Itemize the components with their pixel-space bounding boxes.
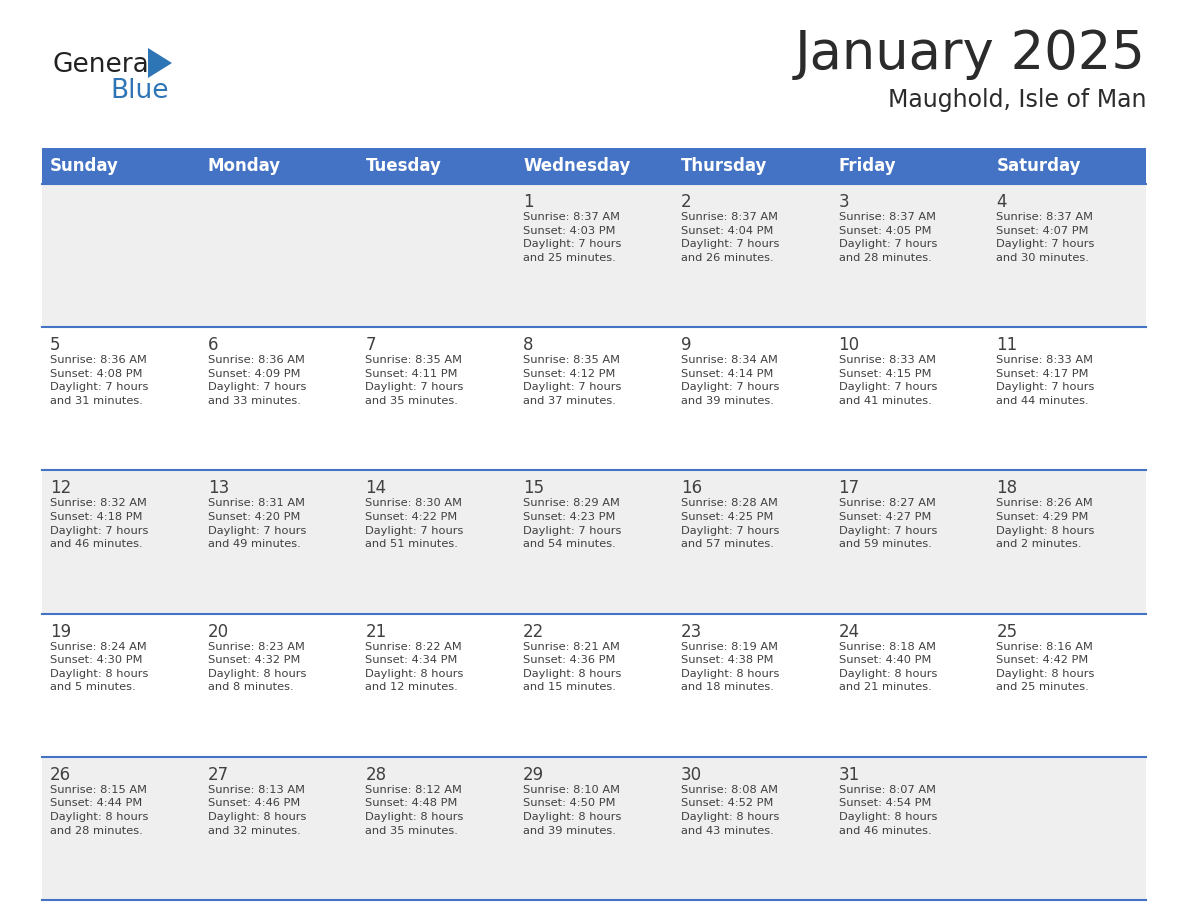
Text: Sunrise: 8:30 AM
Sunset: 4:22 PM
Daylight: 7 hours
and 51 minutes.: Sunrise: 8:30 AM Sunset: 4:22 PM Dayligh… bbox=[366, 498, 463, 549]
Text: 20: 20 bbox=[208, 622, 229, 641]
Text: Sunrise: 8:37 AM
Sunset: 4:03 PM
Daylight: 7 hours
and 25 minutes.: Sunrise: 8:37 AM Sunset: 4:03 PM Dayligh… bbox=[523, 212, 621, 263]
Text: 26: 26 bbox=[50, 766, 71, 784]
Polygon shape bbox=[148, 48, 172, 78]
Text: Sunrise: 8:13 AM
Sunset: 4:46 PM
Daylight: 8 hours
and 32 minutes.: Sunrise: 8:13 AM Sunset: 4:46 PM Dayligh… bbox=[208, 785, 307, 835]
Text: 23: 23 bbox=[681, 622, 702, 641]
Text: 12: 12 bbox=[50, 479, 71, 498]
Text: 25: 25 bbox=[997, 622, 1017, 641]
Text: 27: 27 bbox=[208, 766, 229, 784]
Text: Sunrise: 8:37 AM
Sunset: 4:05 PM
Daylight: 7 hours
and 28 minutes.: Sunrise: 8:37 AM Sunset: 4:05 PM Dayligh… bbox=[839, 212, 937, 263]
Text: 9: 9 bbox=[681, 336, 691, 354]
Text: Thursday: Thursday bbox=[681, 157, 767, 175]
Text: Sunrise: 8:10 AM
Sunset: 4:50 PM
Daylight: 8 hours
and 39 minutes.: Sunrise: 8:10 AM Sunset: 4:50 PM Dayligh… bbox=[523, 785, 621, 835]
Text: 11: 11 bbox=[997, 336, 1018, 354]
Text: Sunrise: 8:27 AM
Sunset: 4:27 PM
Daylight: 7 hours
and 59 minutes.: Sunrise: 8:27 AM Sunset: 4:27 PM Dayligh… bbox=[839, 498, 937, 549]
Text: 21: 21 bbox=[366, 622, 386, 641]
Text: Sunrise: 8:08 AM
Sunset: 4:52 PM
Daylight: 8 hours
and 43 minutes.: Sunrise: 8:08 AM Sunset: 4:52 PM Dayligh… bbox=[681, 785, 779, 835]
Text: 6: 6 bbox=[208, 336, 219, 354]
Text: Sunrise: 8:22 AM
Sunset: 4:34 PM
Daylight: 8 hours
and 12 minutes.: Sunrise: 8:22 AM Sunset: 4:34 PM Dayligh… bbox=[366, 642, 463, 692]
Text: Maughold, Isle of Man: Maughold, Isle of Man bbox=[887, 88, 1146, 112]
Text: 5: 5 bbox=[50, 336, 61, 354]
Text: 30: 30 bbox=[681, 766, 702, 784]
Text: Sunrise: 8:21 AM
Sunset: 4:36 PM
Daylight: 8 hours
and 15 minutes.: Sunrise: 8:21 AM Sunset: 4:36 PM Dayligh… bbox=[523, 642, 621, 692]
Text: 28: 28 bbox=[366, 766, 386, 784]
Bar bbox=[42, 756, 1146, 900]
Text: Sunrise: 8:35 AM
Sunset: 4:11 PM
Daylight: 7 hours
and 35 minutes.: Sunrise: 8:35 AM Sunset: 4:11 PM Dayligh… bbox=[366, 355, 463, 406]
Text: Sunrise: 8:23 AM
Sunset: 4:32 PM
Daylight: 8 hours
and 8 minutes.: Sunrise: 8:23 AM Sunset: 4:32 PM Dayligh… bbox=[208, 642, 307, 692]
Text: Sunrise: 8:37 AM
Sunset: 4:04 PM
Daylight: 7 hours
and 26 minutes.: Sunrise: 8:37 AM Sunset: 4:04 PM Dayligh… bbox=[681, 212, 779, 263]
Text: Sunrise: 8:16 AM
Sunset: 4:42 PM
Daylight: 8 hours
and 25 minutes.: Sunrise: 8:16 AM Sunset: 4:42 PM Dayligh… bbox=[997, 642, 1094, 692]
Text: Sunrise: 8:07 AM
Sunset: 4:54 PM
Daylight: 8 hours
and 46 minutes.: Sunrise: 8:07 AM Sunset: 4:54 PM Dayligh… bbox=[839, 785, 937, 835]
Text: Sunrise: 8:36 AM
Sunset: 4:08 PM
Daylight: 7 hours
and 31 minutes.: Sunrise: 8:36 AM Sunset: 4:08 PM Dayligh… bbox=[50, 355, 148, 406]
Text: Sunrise: 8:33 AM
Sunset: 4:17 PM
Daylight: 7 hours
and 44 minutes.: Sunrise: 8:33 AM Sunset: 4:17 PM Dayligh… bbox=[997, 355, 1094, 406]
Text: 22: 22 bbox=[523, 622, 544, 641]
Text: Sunrise: 8:35 AM
Sunset: 4:12 PM
Daylight: 7 hours
and 37 minutes.: Sunrise: 8:35 AM Sunset: 4:12 PM Dayligh… bbox=[523, 355, 621, 406]
Text: 19: 19 bbox=[50, 622, 71, 641]
Text: Sunrise: 8:12 AM
Sunset: 4:48 PM
Daylight: 8 hours
and 35 minutes.: Sunrise: 8:12 AM Sunset: 4:48 PM Dayligh… bbox=[366, 785, 463, 835]
Text: Sunday: Sunday bbox=[50, 157, 119, 175]
Text: Sunrise: 8:29 AM
Sunset: 4:23 PM
Daylight: 7 hours
and 54 minutes.: Sunrise: 8:29 AM Sunset: 4:23 PM Dayligh… bbox=[523, 498, 621, 549]
Text: 3: 3 bbox=[839, 193, 849, 211]
Bar bbox=[42, 470, 1146, 613]
Text: Sunrise: 8:26 AM
Sunset: 4:29 PM
Daylight: 8 hours
and 2 minutes.: Sunrise: 8:26 AM Sunset: 4:29 PM Dayligh… bbox=[997, 498, 1094, 549]
Text: General: General bbox=[52, 52, 156, 78]
Text: Wednesday: Wednesday bbox=[523, 157, 631, 175]
Text: 4: 4 bbox=[997, 193, 1006, 211]
Text: 1: 1 bbox=[523, 193, 533, 211]
Text: Sunrise: 8:24 AM
Sunset: 4:30 PM
Daylight: 8 hours
and 5 minutes.: Sunrise: 8:24 AM Sunset: 4:30 PM Dayligh… bbox=[50, 642, 148, 692]
Bar bbox=[42, 148, 1146, 184]
Text: 24: 24 bbox=[839, 622, 860, 641]
Text: Sunrise: 8:32 AM
Sunset: 4:18 PM
Daylight: 7 hours
and 46 minutes.: Sunrise: 8:32 AM Sunset: 4:18 PM Dayligh… bbox=[50, 498, 148, 549]
Text: Sunrise: 8:19 AM
Sunset: 4:38 PM
Daylight: 8 hours
and 18 minutes.: Sunrise: 8:19 AM Sunset: 4:38 PM Dayligh… bbox=[681, 642, 779, 692]
Text: Sunrise: 8:18 AM
Sunset: 4:40 PM
Daylight: 8 hours
and 21 minutes.: Sunrise: 8:18 AM Sunset: 4:40 PM Dayligh… bbox=[839, 642, 937, 692]
Text: Sunrise: 8:37 AM
Sunset: 4:07 PM
Daylight: 7 hours
and 30 minutes.: Sunrise: 8:37 AM Sunset: 4:07 PM Dayligh… bbox=[997, 212, 1094, 263]
Text: Tuesday: Tuesday bbox=[366, 157, 441, 175]
Text: 16: 16 bbox=[681, 479, 702, 498]
Text: 2: 2 bbox=[681, 193, 691, 211]
Text: 13: 13 bbox=[208, 479, 229, 498]
Text: 15: 15 bbox=[523, 479, 544, 498]
Text: 31: 31 bbox=[839, 766, 860, 784]
Text: Sunrise: 8:15 AM
Sunset: 4:44 PM
Daylight: 8 hours
and 28 minutes.: Sunrise: 8:15 AM Sunset: 4:44 PM Dayligh… bbox=[50, 785, 148, 835]
Text: 18: 18 bbox=[997, 479, 1017, 498]
Text: 17: 17 bbox=[839, 479, 860, 498]
Text: Sunrise: 8:36 AM
Sunset: 4:09 PM
Daylight: 7 hours
and 33 minutes.: Sunrise: 8:36 AM Sunset: 4:09 PM Dayligh… bbox=[208, 355, 307, 406]
Text: Sunrise: 8:31 AM
Sunset: 4:20 PM
Daylight: 7 hours
and 49 minutes.: Sunrise: 8:31 AM Sunset: 4:20 PM Dayligh… bbox=[208, 498, 307, 549]
Text: 10: 10 bbox=[839, 336, 860, 354]
Text: 8: 8 bbox=[523, 336, 533, 354]
Text: Sunrise: 8:28 AM
Sunset: 4:25 PM
Daylight: 7 hours
and 57 minutes.: Sunrise: 8:28 AM Sunset: 4:25 PM Dayligh… bbox=[681, 498, 779, 549]
Text: January 2025: January 2025 bbox=[795, 28, 1146, 80]
Text: Blue: Blue bbox=[110, 78, 169, 104]
Bar bbox=[42, 184, 1146, 327]
Text: Sunrise: 8:33 AM
Sunset: 4:15 PM
Daylight: 7 hours
and 41 minutes.: Sunrise: 8:33 AM Sunset: 4:15 PM Dayligh… bbox=[839, 355, 937, 406]
Text: Monday: Monday bbox=[208, 157, 280, 175]
Text: Sunrise: 8:34 AM
Sunset: 4:14 PM
Daylight: 7 hours
and 39 minutes.: Sunrise: 8:34 AM Sunset: 4:14 PM Dayligh… bbox=[681, 355, 779, 406]
Text: 29: 29 bbox=[523, 766, 544, 784]
Text: Saturday: Saturday bbox=[997, 157, 1081, 175]
Text: 14: 14 bbox=[366, 479, 386, 498]
Bar bbox=[42, 327, 1146, 470]
Bar bbox=[42, 613, 1146, 756]
Text: Friday: Friday bbox=[839, 157, 896, 175]
Text: 7: 7 bbox=[366, 336, 375, 354]
